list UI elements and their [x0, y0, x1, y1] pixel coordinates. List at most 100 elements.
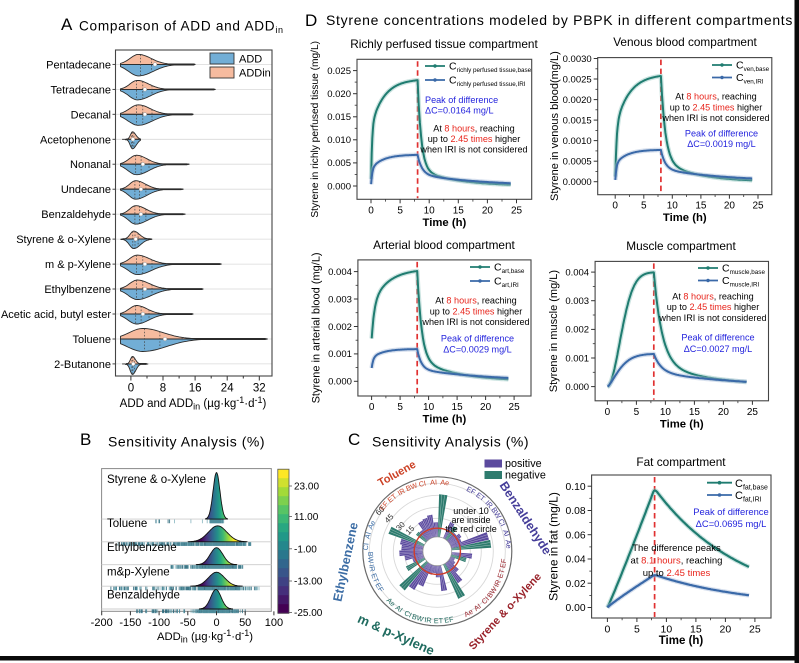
- svg-text:25: 25: [511, 205, 523, 216]
- svg-text:0.005: 0.005: [327, 158, 351, 169]
- svg-text:0.004: 0.004: [328, 267, 352, 278]
- svg-text:up to 2.45 times higher: up to 2.45 times higher: [428, 134, 521, 144]
- svg-text:Benzaldehyde: Benzaldehyde: [41, 209, 111, 221]
- svg-text:0.001: 0.001: [328, 349, 352, 360]
- svg-text:0.02: 0.02: [566, 579, 586, 590]
- svg-text:100: 100: [265, 617, 283, 629]
- svg-text:5: 5: [397, 205, 403, 216]
- svg-text:15: 15: [453, 205, 465, 216]
- svg-text:0.020: 0.020: [327, 89, 351, 100]
- svg-text:BW: BW: [366, 552, 376, 564]
- svg-text:Decanal: Decanal: [71, 109, 111, 121]
- svg-text:25: 25: [749, 624, 761, 636]
- svg-text:m & p-Xylene: m & p-Xylene: [45, 259, 111, 271]
- svg-text:Toluene: Toluene: [72, 334, 111, 346]
- svg-text:11.00: 11.00: [294, 512, 319, 523]
- svg-text:0: 0: [604, 624, 610, 636]
- svg-text:under 10: under 10: [453, 506, 489, 516]
- svg-text:0.003: 0.003: [328, 294, 352, 305]
- svg-text:20: 20: [718, 407, 730, 418]
- svg-text:Peak of difference: Peak of difference: [685, 129, 758, 139]
- svg-text:Nonanal: Nonanal: [70, 159, 111, 171]
- svg-text:Ae: Ae: [366, 519, 378, 531]
- svg-text:Styrene & o-Xylene: Styrene & o-Xylene: [107, 474, 206, 486]
- svg-text:-50: -50: [180, 617, 196, 629]
- svg-text:5: 5: [634, 624, 640, 636]
- svg-text:15: 15: [690, 624, 702, 636]
- svg-text:-100: -100: [148, 617, 170, 629]
- svg-text:10: 10: [660, 407, 672, 418]
- svg-text:0.004: 0.004: [565, 267, 589, 278]
- svg-text:Pentadecane: Pentadecane: [46, 59, 111, 71]
- svg-text:Tetradecane: Tetradecane: [50, 84, 111, 96]
- svg-text:0.010: 0.010: [327, 135, 351, 146]
- svg-text:AI: AI: [501, 528, 512, 537]
- svg-text:8: 8: [160, 383, 166, 395]
- svg-text:are inside: are inside: [451, 515, 490, 525]
- svg-text:20: 20: [482, 205, 494, 216]
- svg-text:ADDin (µg·kg-1·d-1): ADDin (µg·kg-1·d-1): [157, 628, 253, 645]
- svg-text:0.0015: 0.0015: [563, 115, 592, 126]
- svg-text:15: 15: [689, 407, 701, 418]
- svg-text:ET: ET: [495, 567, 506, 579]
- svg-text:0.08: 0.08: [566, 506, 586, 517]
- svg-text:0: 0: [213, 617, 219, 629]
- svg-text:0.0000: 0.0000: [563, 177, 592, 188]
- svg-text:Benzaldehyde: Benzaldehyde: [107, 590, 180, 602]
- svg-text:IR: IR: [424, 615, 432, 625]
- svg-text:-25.00: -25.00: [294, 608, 323, 619]
- svg-text:25: 25: [752, 201, 764, 212]
- svg-text:IR: IR: [483, 498, 494, 509]
- svg-text:-13.00: -13.00: [294, 577, 323, 588]
- svg-text:0.0020: 0.0020: [563, 95, 592, 106]
- svg-text:20: 20: [480, 402, 492, 413]
- svg-text:CI: CI: [361, 543, 371, 551]
- svg-text:Time (h): Time (h): [423, 414, 467, 426]
- svg-text:Styrene in arterial blood (mg/: Styrene in arterial blood (mg/L): [311, 252, 323, 403]
- svg-text:15: 15: [452, 402, 464, 413]
- svg-text:Richly perfused tissue compart: Richly perfused tissue compartment: [350, 37, 538, 51]
- svg-text:up to 2.45 times higher: up to 2.45 times higher: [667, 302, 760, 312]
- svg-text:2-Butanone: 2-Butanone: [54, 359, 111, 371]
- svg-text:BW: BW: [405, 481, 419, 494]
- svg-text:up to 2.45 times higher: up to 2.45 times higher: [670, 102, 763, 112]
- svg-text:0.003: 0.003: [565, 296, 589, 307]
- svg-text:BW: BW: [411, 612, 425, 624]
- svg-text:Styrene in venous blood(mg/L): Styrene in venous blood(mg/L): [549, 51, 561, 201]
- svg-text:0: 0: [612, 201, 618, 212]
- svg-text:Undecane: Undecane: [61, 184, 111, 196]
- svg-text:10: 10: [423, 402, 435, 413]
- svg-text:Sensitivity Analysis (%): Sensitivity Analysis (%): [108, 434, 265, 450]
- svg-text:At 8 hours, reaching: At 8 hours, reaching: [433, 124, 514, 134]
- svg-text:The difference peaks: The difference peaks: [632, 543, 721, 554]
- svg-text:10: 10: [667, 201, 679, 212]
- svg-text:D: D: [305, 11, 317, 30]
- svg-text:Arterial blood compartment: Arterial blood compartment: [373, 238, 515, 252]
- svg-text:Toluene: Toluene: [107, 518, 147, 530]
- svg-text:ΔC=0.0695 mg/L: ΔC=0.0695 mg/L: [696, 518, 767, 529]
- svg-text:IR: IR: [492, 578, 503, 588]
- svg-text:10: 10: [661, 624, 673, 636]
- svg-text:AI: AI: [394, 603, 405, 614]
- svg-text:Time (h): Time (h): [660, 418, 704, 430]
- svg-text:Muscle compartment: Muscle compartment: [626, 239, 736, 253]
- svg-text:B: B: [80, 430, 91, 449]
- svg-text:Styrene in richly perfused tis: Styrene in richly perfused tissue (mg/L): [310, 41, 321, 218]
- svg-text:Acetophenone: Acetophenone: [40, 134, 111, 146]
- svg-text:-150: -150: [119, 617, 141, 629]
- svg-text:At 8 hours, reaching: At 8 hours, reaching: [675, 92, 756, 102]
- svg-text:up to 2.45 times: up to 2.45 times: [643, 568, 711, 579]
- svg-text:0.06: 0.06: [566, 530, 586, 541]
- svg-text:Ae: Ae: [463, 607, 475, 619]
- svg-text:0.0030: 0.0030: [563, 54, 592, 65]
- svg-text:IR: IR: [396, 486, 407, 497]
- svg-text:CI: CI: [403, 608, 413, 619]
- svg-text:CI: CI: [496, 517, 507, 527]
- svg-text:ΔC=0.0019 mg/L: ΔC=0.0019 mg/L: [687, 139, 756, 149]
- svg-text:Styrene in muscle (mg/L): Styrene in muscle (mg/L): [548, 270, 560, 392]
- svg-text:0.002: 0.002: [565, 325, 589, 336]
- svg-text:0.000: 0.000: [328, 377, 352, 388]
- svg-text:24: 24: [221, 383, 234, 395]
- svg-text:ET: ET: [434, 616, 444, 625]
- svg-text:Styrene concentrations modeled: Styrene concentrations modeled by PBPK i…: [326, 12, 793, 28]
